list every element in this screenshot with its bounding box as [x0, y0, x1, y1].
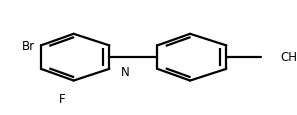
Text: CH3: CH3 [281, 51, 297, 64]
Text: F: F [59, 93, 66, 105]
Text: Br: Br [22, 40, 35, 52]
Text: N: N [121, 66, 130, 79]
